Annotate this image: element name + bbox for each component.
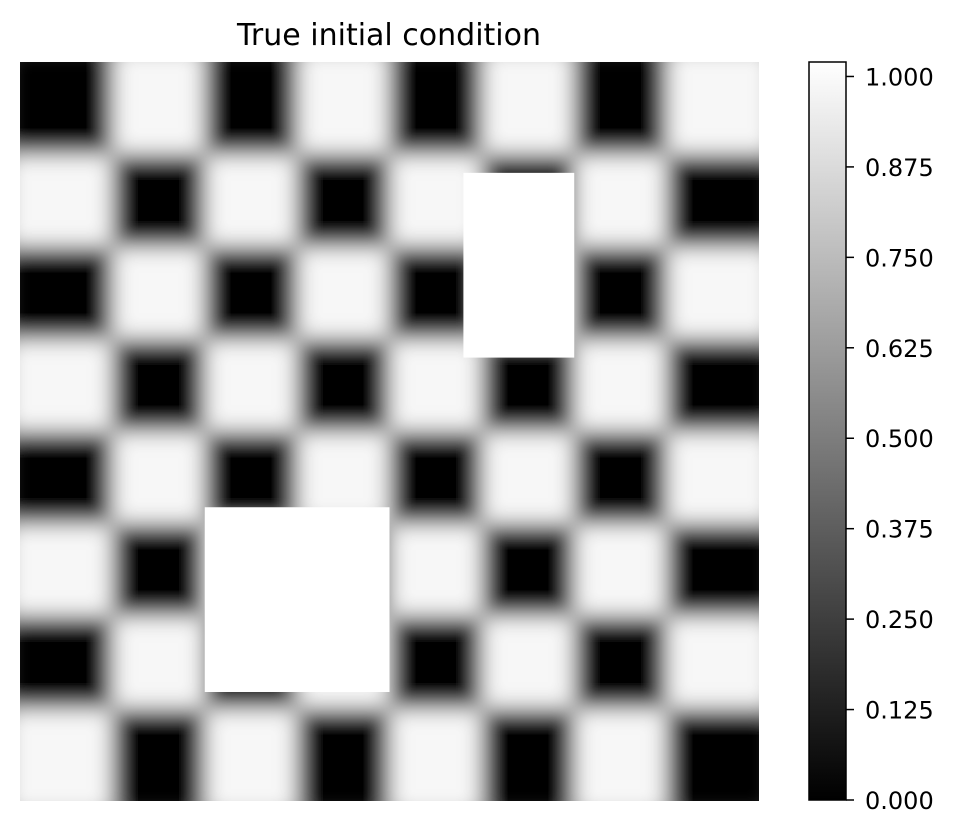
heatmap-cell (112, 616, 206, 710)
heatmap-cell (574, 246, 668, 340)
heatmap-cell (389, 708, 483, 801)
heatmap-cell (112, 431, 206, 525)
heatmap-cell (20, 339, 113, 433)
heatmap-cell (297, 339, 391, 433)
chart-title: True initial condition (236, 18, 541, 53)
heatmap-cell (666, 523, 759, 617)
heatmap-cell (112, 62, 206, 155)
heatmap-cell (204, 246, 298, 340)
heatmap-cell (389, 62, 483, 155)
heatmap-cell (389, 523, 483, 617)
heatmap-cell (297, 154, 391, 248)
heatmap-cell (666, 431, 759, 525)
heatmap-cell (574, 708, 668, 801)
heatmap-cell (481, 616, 575, 710)
colorbar-tick-label: 0.625 (865, 335, 934, 363)
heatmap-cell (481, 523, 575, 617)
heatmap-cell (666, 62, 759, 155)
heatmap-cell (574, 523, 668, 617)
colorbar: 0.000 0.125 0.250 0.375 0.500 0.625 0.750 0.875… (808, 61, 934, 815)
heatmap-cell (20, 708, 113, 801)
heatmap-cell (574, 154, 668, 248)
heatmap-cell (574, 431, 668, 525)
heatmap-cell (574, 339, 668, 433)
heatmap-cell (204, 708, 298, 801)
colorbar-ticks: 0.000 0.125 0.250 0.375 0.500 0.625 0.750 0.875… (846, 63, 934, 815)
heatmap-cells (20, 62, 759, 801)
heatmap-cell (20, 431, 113, 525)
colorbar-frame (808, 61, 847, 801)
heatmap-cell (666, 616, 759, 710)
heatmap-cell (481, 62, 575, 155)
heatmap-cell (20, 616, 113, 710)
colorbar-tick-label: 0.750 (865, 244, 934, 272)
heatmap-cell (666, 708, 759, 801)
masked-regions (204, 172, 575, 692)
heatmap-cell (112, 154, 206, 248)
colorbar-tick-label: 0.375 (865, 516, 934, 544)
heatmap-cell (297, 62, 391, 155)
heatmap-cell (20, 523, 113, 617)
heatmap-cell (574, 62, 668, 155)
colorbar-tick-label: 0.500 (865, 425, 934, 453)
heatmap-area (20, 62, 759, 801)
colorbar-tick-label: 0.125 (865, 697, 934, 725)
heatmap-cell (666, 246, 759, 340)
heatmap-cell (112, 246, 206, 340)
colorbar-gradient (809, 62, 846, 800)
masked-region (463, 172, 575, 358)
heatmap-cell (112, 339, 206, 433)
heatmap-cell (112, 708, 206, 801)
heatmap-cell (204, 154, 298, 248)
heatmap-cell (112, 523, 206, 617)
heatmap-cell (204, 62, 298, 155)
colorbar-tick-label: 0.875 (865, 154, 934, 182)
colorbar-tick-label: 0.000 (865, 787, 934, 815)
masked-region (204, 507, 390, 692)
heatmap-cell (204, 339, 298, 433)
colorbar-tick-label: 1.000 (865, 63, 934, 91)
heatmap-cell (666, 339, 759, 433)
heatmap-cell (481, 431, 575, 525)
heatmap-cell (389, 616, 483, 710)
heatmap-cell (297, 708, 391, 801)
heatmap-cell (481, 708, 575, 801)
heatmap-cell (574, 616, 668, 710)
heatmap-cell (389, 431, 483, 525)
heatmap-cell (666, 154, 759, 248)
colorbar-tick-label: 0.250 (865, 606, 934, 634)
heatmap-cell (297, 246, 391, 340)
heatmap-cell (20, 246, 113, 340)
heatmap-cell (20, 154, 113, 248)
heatmap-cell (20, 62, 113, 155)
